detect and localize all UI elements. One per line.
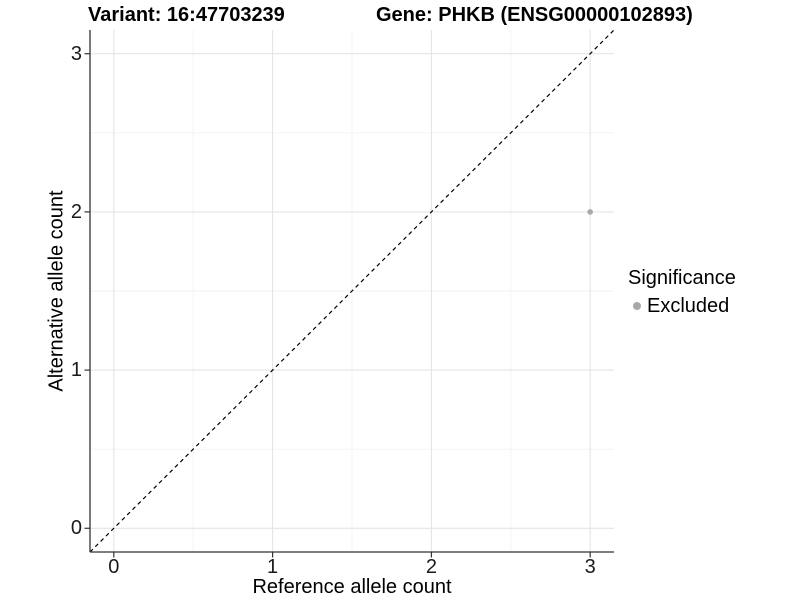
y-tick-label: 3	[70, 42, 82, 65]
x-tick-label: 2	[425, 556, 437, 578]
legend-item-excluded: Excluded	[628, 294, 736, 318]
x-tick-label: 3	[584, 556, 596, 578]
identity-reference-line	[89, 29, 615, 553]
x-axis-title: Reference allele count	[252, 576, 452, 598]
y-tick-label: 1	[70, 359, 82, 382]
variant-title: Variant: 16:47703239	[88, 4, 285, 26]
y-tick-label: 2	[70, 200, 82, 223]
x-tick-label: 0	[108, 556, 120, 578]
x-tick-label: 1	[267, 556, 279, 578]
y-tick-label: 0	[70, 517, 82, 540]
gene-title: Gene: PHKB (ENSG00000102893)	[376, 4, 693, 26]
legend: Significance Excluded	[628, 266, 736, 318]
legend-title: Significance	[628, 267, 736, 289]
data-point	[587, 209, 593, 215]
legend-point-icon	[633, 302, 641, 310]
legend-item-label: Excluded	[647, 295, 730, 317]
